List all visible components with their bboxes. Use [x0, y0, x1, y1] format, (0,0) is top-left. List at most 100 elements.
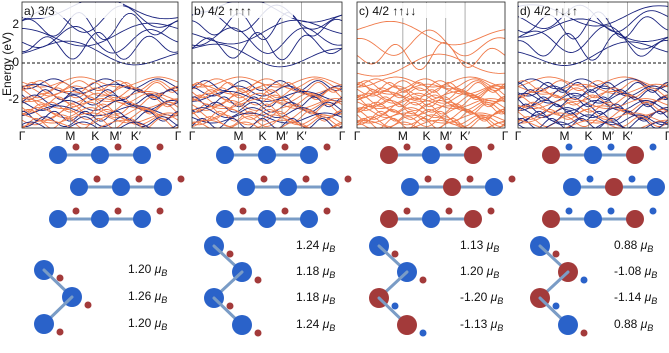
moment-value: 1.20 — [128, 262, 152, 276]
ligand — [323, 207, 331, 215]
k-point-label: K′ — [460, 129, 471, 143]
atom — [321, 178, 339, 196]
atom — [34, 314, 54, 334]
ligand — [56, 328, 64, 336]
moment-value: 1.18 — [296, 264, 320, 278]
label-bg — [23, 3, 123, 18]
band — [21, 12, 179, 41]
band — [356, 116, 506, 128]
band — [356, 53, 506, 77]
band — [191, 27, 343, 54]
atom — [237, 178, 255, 196]
moment-unit: μ — [322, 290, 330, 304]
ligand — [403, 207, 411, 215]
y-axis-label: Energy (eV) — [0, 32, 14, 96]
k-point-label: Γ — [354, 129, 361, 143]
ligand — [56, 274, 64, 282]
moment-unit-sub: B — [161, 322, 167, 332]
atom — [91, 146, 109, 164]
moment-unit-sub: B — [161, 295, 167, 305]
band — [518, 18, 669, 42]
atom — [258, 210, 276, 228]
band — [517, 99, 669, 111]
band-panel: a) 3/3 — [21, 1, 179, 129]
band — [191, 76, 343, 88]
moment-value: 1.26 — [128, 289, 152, 303]
ligand — [391, 302, 399, 310]
atom — [563, 178, 581, 196]
band — [21, 112, 179, 124]
ligand — [135, 175, 143, 183]
atom — [300, 210, 318, 228]
panel-label: c) 4/2 ↑↑↓↓ — [359, 4, 416, 18]
magnetic-moment: 1.18 μB — [296, 290, 335, 306]
moment-unit-sub: B — [651, 296, 657, 306]
band — [21, 92, 179, 104]
k-point-label: Γ — [515, 129, 522, 143]
ligand — [580, 329, 588, 337]
plot-frame — [356, 1, 506, 129]
atom — [112, 178, 130, 196]
moment-unit-sub: B — [497, 296, 503, 306]
y-tick-label: -2 — [8, 92, 19, 106]
band — [191, 101, 343, 113]
band — [191, 12, 343, 41]
ligand — [552, 302, 560, 310]
atom — [542, 210, 560, 228]
magnetic-moment: -1.14 μB — [614, 290, 657, 306]
band — [21, 110, 179, 122]
band — [356, 20, 506, 46]
atom — [380, 210, 398, 228]
k-point-label: M′ — [276, 129, 289, 143]
band — [191, 90, 343, 102]
ligand — [628, 175, 636, 183]
ligand — [445, 143, 453, 151]
k-point-label: Γ — [19, 129, 26, 143]
band — [21, 83, 179, 95]
k-point-label: M′ — [109, 129, 122, 143]
k-point-label: M — [560, 129, 570, 143]
band — [21, 85, 179, 97]
k-point-label: K — [258, 129, 266, 143]
band-panel: b) 4/2 ↑↑↑↑ — [191, 1, 343, 129]
atom — [464, 210, 482, 228]
k-point-label: K — [423, 129, 431, 143]
ligand — [302, 175, 310, 183]
ligand — [419, 276, 427, 284]
band — [356, 99, 506, 111]
atom — [133, 210, 151, 228]
band — [191, 116, 343, 128]
moment-unit: μ — [322, 317, 330, 331]
ligand — [239, 143, 247, 151]
atom — [397, 315, 417, 335]
band — [356, 29, 506, 57]
k-point-label: K′ — [296, 129, 307, 143]
moment-unit-sub: B — [493, 244, 499, 254]
atom — [380, 146, 398, 164]
band — [21, 31, 179, 60]
band — [517, 109, 669, 120]
moment-unit: μ — [322, 264, 330, 278]
moment-value: 0.88 — [614, 238, 638, 252]
band — [517, 112, 669, 124]
spin-density-side — [34, 260, 92, 336]
moment-unit: μ — [490, 290, 498, 304]
ligand — [466, 175, 474, 183]
magnetic-moment: 0.88 μB — [614, 238, 653, 254]
atom — [401, 178, 419, 196]
atom — [558, 315, 578, 335]
ligand — [260, 175, 268, 183]
atom — [154, 178, 172, 196]
k-point-label: M′ — [440, 129, 453, 143]
band — [356, 103, 506, 115]
atom — [626, 146, 644, 164]
k-point-label: K — [584, 129, 592, 143]
ligand — [254, 329, 262, 337]
ligand — [281, 143, 289, 151]
band — [356, 110, 506, 122]
moment-value: -1.14 — [614, 290, 642, 304]
moment-value: 1.24 — [296, 238, 320, 252]
band — [21, 105, 179, 117]
band — [191, 94, 343, 106]
band — [517, 110, 669, 122]
